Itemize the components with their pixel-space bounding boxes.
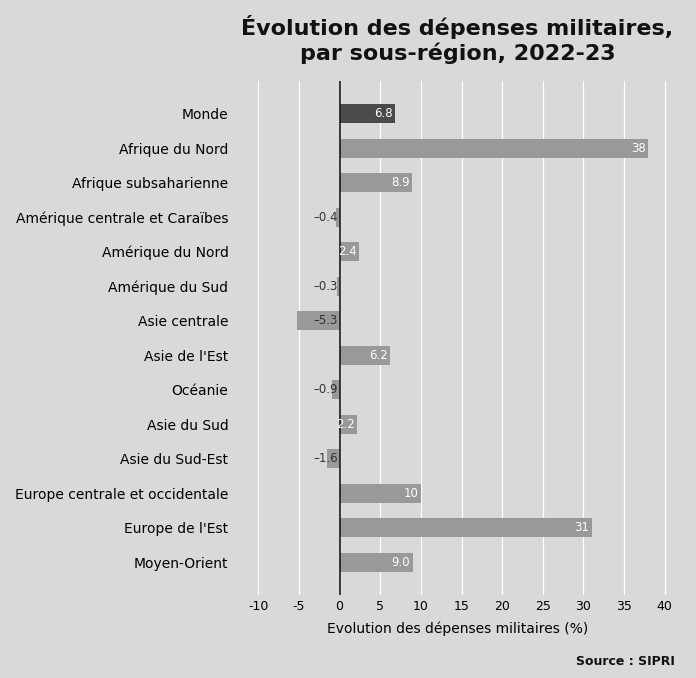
Text: 2.2: 2.2	[336, 418, 355, 431]
Bar	[340, 518, 592, 537]
Bar	[340, 242, 359, 261]
Text: Source : SIPRI: Source : SIPRI	[576, 655, 675, 668]
Title: Évolution des dépenses militaires,
par sous-région, 2022-23: Évolution des dépenses militaires, par s…	[242, 15, 674, 64]
Text: 8.9: 8.9	[391, 176, 409, 189]
Bar	[340, 553, 413, 572]
Bar	[340, 484, 421, 503]
Text: 38: 38	[631, 142, 646, 155]
Text: 10: 10	[404, 487, 418, 500]
Bar	[326, 450, 340, 468]
Bar	[340, 104, 395, 123]
Bar	[340, 139, 649, 158]
Text: –0.4: –0.4	[313, 211, 338, 224]
X-axis label: Evolution des dépenses militaires (%): Evolution des dépenses militaires (%)	[327, 621, 588, 636]
Text: 31: 31	[574, 521, 589, 534]
Text: –1.6: –1.6	[313, 452, 338, 465]
Text: –0.9: –0.9	[313, 383, 338, 396]
Text: 6.2: 6.2	[369, 348, 388, 362]
Bar	[340, 346, 390, 365]
Bar	[337, 277, 340, 296]
Bar	[336, 207, 340, 226]
Text: 6.8: 6.8	[374, 107, 393, 120]
Bar	[332, 380, 340, 399]
Bar	[296, 311, 340, 330]
Bar	[340, 174, 412, 192]
Text: –5.3: –5.3	[314, 315, 338, 327]
Text: 9.0: 9.0	[392, 556, 411, 569]
Text: 2.4: 2.4	[338, 245, 356, 258]
Bar	[340, 415, 358, 434]
Text: –0.3: –0.3	[314, 280, 338, 293]
